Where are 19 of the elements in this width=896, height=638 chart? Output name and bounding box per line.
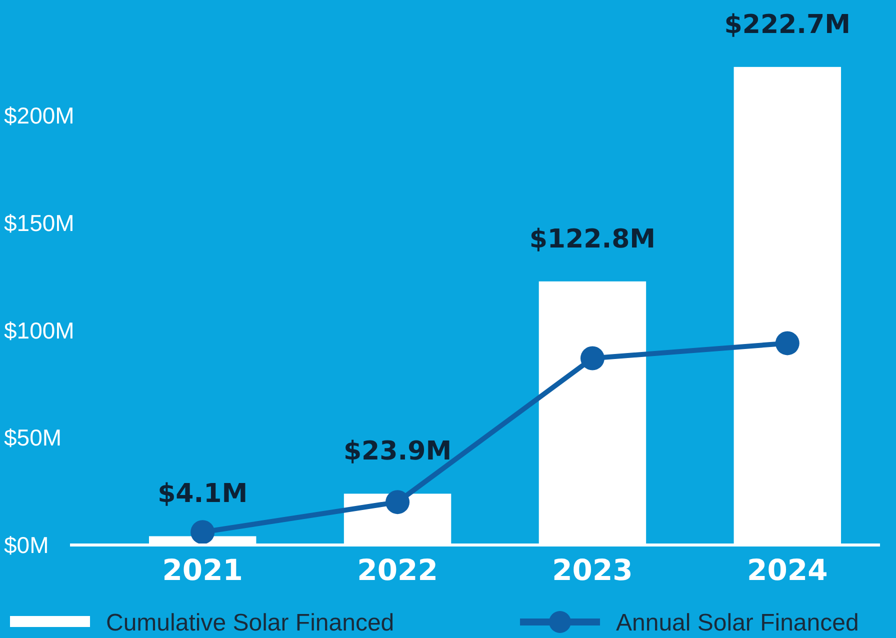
data-label: $4.1M	[158, 479, 248, 510]
x-tick-label: 2024	[747, 553, 828, 587]
legend-label: Annual Solar Financed	[616, 609, 859, 636]
point	[580, 346, 604, 370]
x-tick-label: 2021	[162, 553, 243, 587]
data-label: $122.8M	[529, 224, 656, 254]
y-tick-label: $0M	[4, 532, 49, 558]
legend-label: Cumulative Solar Financed	[106, 609, 394, 636]
point	[775, 331, 800, 356]
data-label: $23.9M	[343, 436, 452, 467]
x-tick-label: 2022	[357, 553, 438, 587]
data-label: $222.7M	[724, 10, 851, 40]
x-tick-label: 2023	[552, 553, 633, 587]
y-tick-label: $50M	[4, 424, 62, 451]
y-tick-label: $200M	[4, 102, 74, 129]
point	[190, 520, 215, 544]
y-tick-label: $100M	[4, 317, 74, 344]
y-tick-label: $150M	[4, 210, 74, 236]
point	[386, 490, 410, 514]
